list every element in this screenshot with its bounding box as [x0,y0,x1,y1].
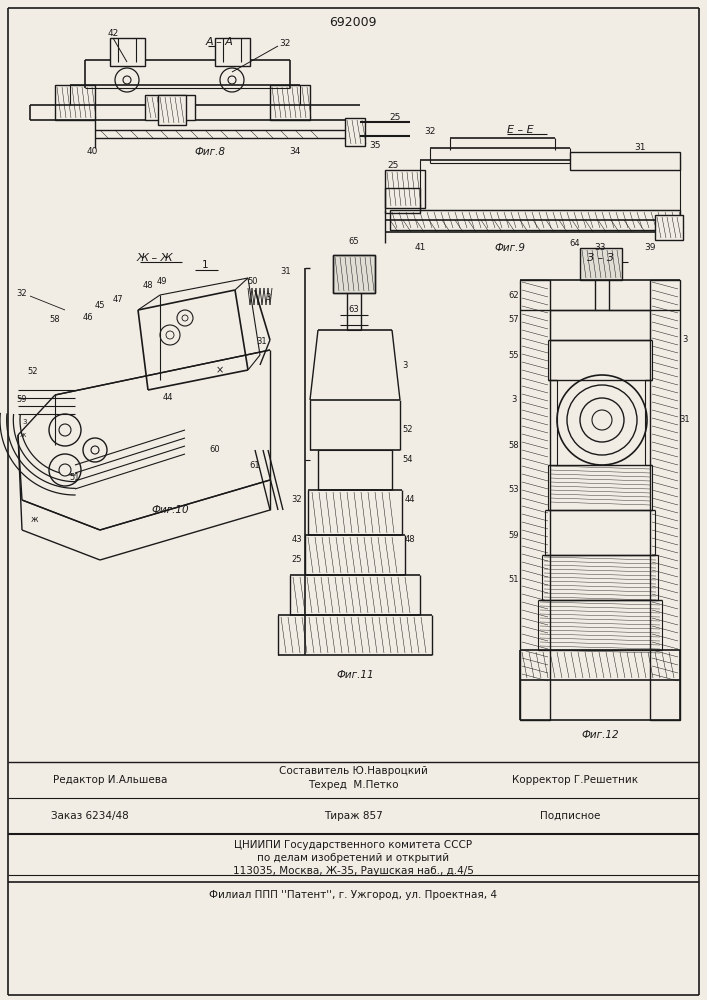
Text: 62: 62 [509,292,520,300]
Text: Редактор И.Альшева: Редактор И.Альшева [53,775,167,785]
Bar [345,118,365,146]
Bar [110,38,145,66]
Text: 32: 32 [279,38,291,47]
Text: ж: ж [31,516,39,524]
Text: 3: 3 [682,336,688,344]
Text: 51: 51 [70,474,81,483]
Circle shape [59,424,71,436]
Bar [158,95,186,125]
Text: Филиал ППП ''Патент'', г. Ужгород, ул. Проектная, 4: Филиал ППП ''Патент'', г. Ужгород, ул. П… [209,890,497,900]
Text: 40: 40 [86,147,98,156]
Circle shape [228,76,236,84]
Text: Техред  М.Петко: Техред М.Петко [308,780,398,790]
Text: 42: 42 [107,29,119,38]
Text: Фиг.11: Фиг.11 [337,670,374,680]
Circle shape [166,331,174,339]
Text: Ж – Ж: Ж – Ж [136,253,173,263]
Text: по делам изобретений и открытий: по делам изобретений и открытий [257,853,449,863]
Text: 65: 65 [349,237,359,246]
Text: Фиг.12: Фиг.12 [581,730,619,740]
Text: Составитель Ю.Навроцкий: Составитель Ю.Навроцкий [279,766,428,776]
Text: 46: 46 [83,314,93,322]
Bar [570,152,680,170]
Text: 63: 63 [349,306,359,314]
Bar [333,255,375,293]
Text: 59: 59 [509,530,519,540]
Text: 3: 3 [23,419,28,425]
Text: 3: 3 [265,294,271,302]
Bar [385,188,420,213]
Text: Тираж 857: Тираж 857 [324,811,382,821]
Text: 25: 25 [292,556,303,564]
Text: Фиг.9: Фиг.9 [494,243,525,253]
Text: 61: 61 [250,460,260,470]
Text: 31: 31 [634,143,645,152]
Circle shape [123,76,131,84]
Text: Фиг.8: Фиг.8 [194,147,226,157]
Text: 54: 54 [403,456,414,464]
Text: 31: 31 [257,338,267,347]
Text: ЦНИИПИ Государственного комитета СССР: ЦНИИПИ Государственного комитета СССР [234,840,472,850]
Bar [655,215,683,240]
Text: 45: 45 [95,302,105,310]
Text: 52: 52 [28,367,38,376]
Text: З – З: З – З [587,253,614,263]
Text: 3: 3 [402,360,408,369]
Text: 32: 32 [17,290,28,298]
Text: 113035, Москва, Ж-35, Раушская наб., д.4/5: 113035, Москва, Ж-35, Раушская наб., д.4… [233,866,474,876]
Text: ×: × [216,365,224,375]
Bar [215,38,250,66]
Text: 60: 60 [210,446,221,454]
Text: 1: 1 [201,260,209,270]
Text: 32: 32 [424,127,436,136]
Text: 50: 50 [247,277,258,286]
Text: 39: 39 [644,243,656,252]
Text: 35: 35 [369,140,381,149]
Text: 48: 48 [404,536,415,544]
Circle shape [182,315,188,321]
Text: 25: 25 [387,160,399,169]
Bar [145,95,195,120]
Text: 43: 43 [292,536,303,544]
Text: 53: 53 [509,486,520,494]
Text: 33: 33 [595,243,606,252]
Bar [650,280,680,720]
Text: 31: 31 [281,267,291,276]
Text: 58: 58 [509,440,520,450]
Text: 59: 59 [17,395,28,404]
Text: 34: 34 [289,147,300,156]
Circle shape [91,446,99,454]
Text: 44: 44 [404,495,415,504]
Text: 49: 49 [157,277,168,286]
Text: 41: 41 [414,243,426,252]
Text: 58: 58 [49,316,60,324]
Text: 47: 47 [112,296,123,304]
Text: 25: 25 [390,113,401,122]
Bar [385,170,425,208]
Text: 32: 32 [292,495,303,504]
Text: 52: 52 [403,426,414,434]
Text: Фиг.10: Фиг.10 [151,505,189,515]
Bar [55,85,95,120]
Text: Корректор Г.Решетник: Корректор Г.Решетник [512,775,638,785]
Text: ж: ж [20,432,26,438]
Text: 692009: 692009 [329,15,377,28]
Text: 64: 64 [570,239,580,248]
Bar [580,248,622,280]
Text: 51: 51 [509,576,519,584]
Text: 31: 31 [679,416,690,424]
Text: 55: 55 [509,351,519,360]
Text: Е – Е: Е – Е [507,125,533,135]
Circle shape [59,464,71,476]
Bar [270,85,310,120]
Text: Заказ 6234/48: Заказ 6234/48 [51,811,129,821]
Text: Подписное: Подписное [540,811,600,821]
Text: 44: 44 [163,393,173,402]
Text: 57: 57 [509,316,520,324]
Text: А – А: А – А [206,37,234,47]
Bar [520,280,550,720]
Text: 48: 48 [143,282,153,290]
Bar [390,210,680,230]
Text: 3: 3 [511,395,517,404]
